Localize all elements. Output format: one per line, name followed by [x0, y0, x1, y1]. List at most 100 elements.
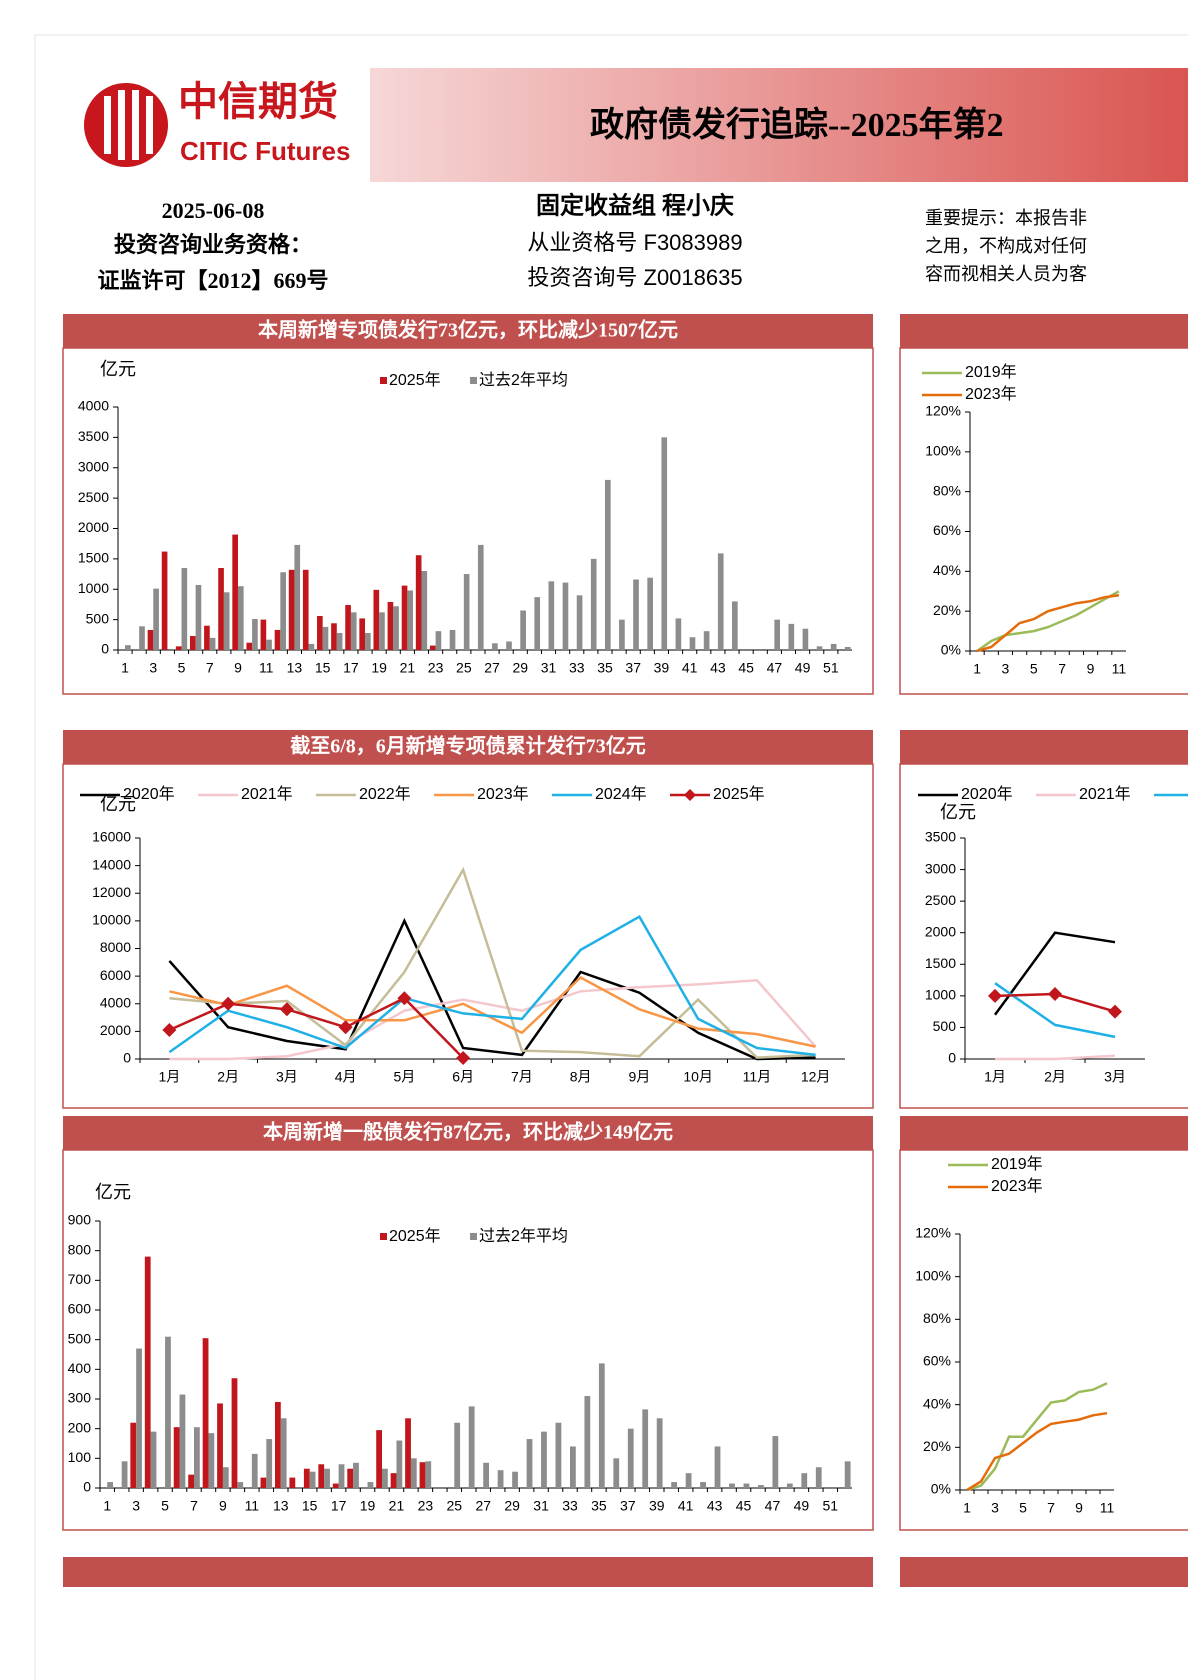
bar	[209, 637, 216, 650]
panel-title-bar	[63, 1116, 873, 1150]
bar	[223, 592, 230, 650]
x-tick-label: 39	[649, 1498, 665, 1514]
bar	[338, 1464, 345, 1488]
bar	[318, 1464, 325, 1488]
x-tick-label: 3	[991, 1500, 999, 1516]
y-tick-label: 0	[101, 641, 109, 657]
series-line	[995, 1054, 1116, 1061]
legend-swatch	[380, 1233, 387, 1240]
bar	[590, 558, 597, 650]
point-marker	[221, 996, 236, 1011]
legend-label: 2025年	[389, 371, 441, 389]
x-tick-label: 11	[1112, 661, 1127, 677]
date: 2025-06-08	[162, 198, 265, 223]
bar	[816, 646, 823, 650]
bar	[303, 1468, 310, 1488]
bar	[786, 1483, 793, 1488]
y-tick-label: 200	[68, 1419, 92, 1435]
bar	[642, 1409, 649, 1488]
x-tick-label: 1月	[984, 1069, 1006, 1085]
legend-label: 2020年	[961, 785, 1013, 803]
bar	[604, 479, 611, 650]
logo-en: CITIC Futures	[180, 136, 350, 166]
bar	[161, 551, 168, 650]
bar	[512, 1471, 518, 1488]
x-tick-label: 25	[456, 660, 472, 676]
x-tick-label: 13	[273, 1498, 289, 1514]
bar	[231, 1378, 238, 1488]
x-tick-label: 23	[428, 660, 444, 676]
x-tick-label: 29	[512, 660, 528, 676]
x-tick-label: 21	[400, 660, 416, 676]
y-tick-label: 80%	[923, 1310, 951, 1326]
y-tick-label: 120%	[915, 1225, 951, 1241]
point-marker	[338, 1020, 353, 1035]
series-line	[169, 866, 816, 1059]
point-marker	[162, 1022, 177, 1037]
x-tick-label: 31	[541, 660, 557, 676]
series-line	[976, 590, 1120, 653]
x-tick-label: 5	[161, 1498, 169, 1514]
y-tick-label: 800	[68, 1241, 92, 1257]
bar	[598, 1363, 605, 1488]
series-line	[976, 593, 1120, 653]
x-tick-label: 12月	[801, 1069, 831, 1085]
x-tick-label: 1	[963, 1500, 971, 1516]
x-tick-label: 35	[591, 1498, 607, 1514]
x-tick-label: 49	[795, 660, 811, 676]
legend-label: 过去2年平均	[479, 371, 568, 389]
y-tick-label: 3000	[78, 458, 109, 474]
bar	[202, 1338, 209, 1488]
x-tick-label: 43	[707, 1498, 723, 1514]
qualification: 投资咨询业务资格：	[114, 232, 312, 257]
bar	[332, 1483, 339, 1488]
bar	[246, 642, 253, 650]
series-line	[169, 975, 816, 1048]
bar	[121, 1461, 128, 1488]
x-tick-label: 47	[765, 1498, 781, 1514]
bar	[350, 612, 357, 650]
x-tick-label: 11月	[743, 1069, 772, 1085]
bar	[844, 646, 851, 650]
legend-marker	[684, 789, 696, 801]
bar	[222, 1467, 229, 1488]
y-tick-label: 100	[68, 1449, 92, 1465]
bar	[801, 1473, 808, 1488]
panel-frame	[899, 1149, 1188, 1531]
bar	[541, 1431, 547, 1488]
y-tick-label: 4000	[100, 994, 131, 1010]
bar	[714, 1446, 721, 1488]
x-tick-label: 1	[121, 660, 129, 676]
bar	[468, 1406, 475, 1488]
series-line	[993, 931, 1116, 1016]
y-tick-label: 80%	[933, 482, 961, 498]
y-tick-label: 500	[68, 1330, 92, 1346]
bar	[425, 1461, 432, 1488]
x-tick-label: 33	[569, 660, 585, 676]
bar	[280, 572, 286, 650]
y-tick-label: 2000	[925, 923, 956, 939]
panel-title-bar	[900, 1557, 1188, 1587]
x-tick-label: 9	[1087, 661, 1095, 677]
cert-no: 从业资格号 F3083989	[527, 230, 742, 255]
legend-swatch	[470, 377, 477, 384]
x-tick-label: 5	[1030, 661, 1038, 677]
bar	[373, 589, 380, 650]
bar	[788, 623, 795, 650]
bar	[390, 1473, 397, 1488]
bar	[407, 590, 414, 650]
y-tick-label: 3500	[925, 829, 956, 845]
y-tick-label: 14000	[92, 856, 131, 872]
bar	[274, 1401, 281, 1488]
x-tick-label: 43	[710, 660, 726, 676]
bar	[671, 1482, 678, 1488]
x-tick-label: 17	[343, 660, 359, 676]
bar	[150, 1431, 157, 1488]
legend-label: 2020年	[123, 785, 175, 803]
team: 固定收益组 程小庆	[536, 192, 734, 220]
y-tick-label: 500	[86, 610, 110, 626]
x-tick-label: 1	[973, 661, 981, 677]
x-tick-label: 4月	[335, 1069, 357, 1085]
bar	[237, 1482, 244, 1488]
